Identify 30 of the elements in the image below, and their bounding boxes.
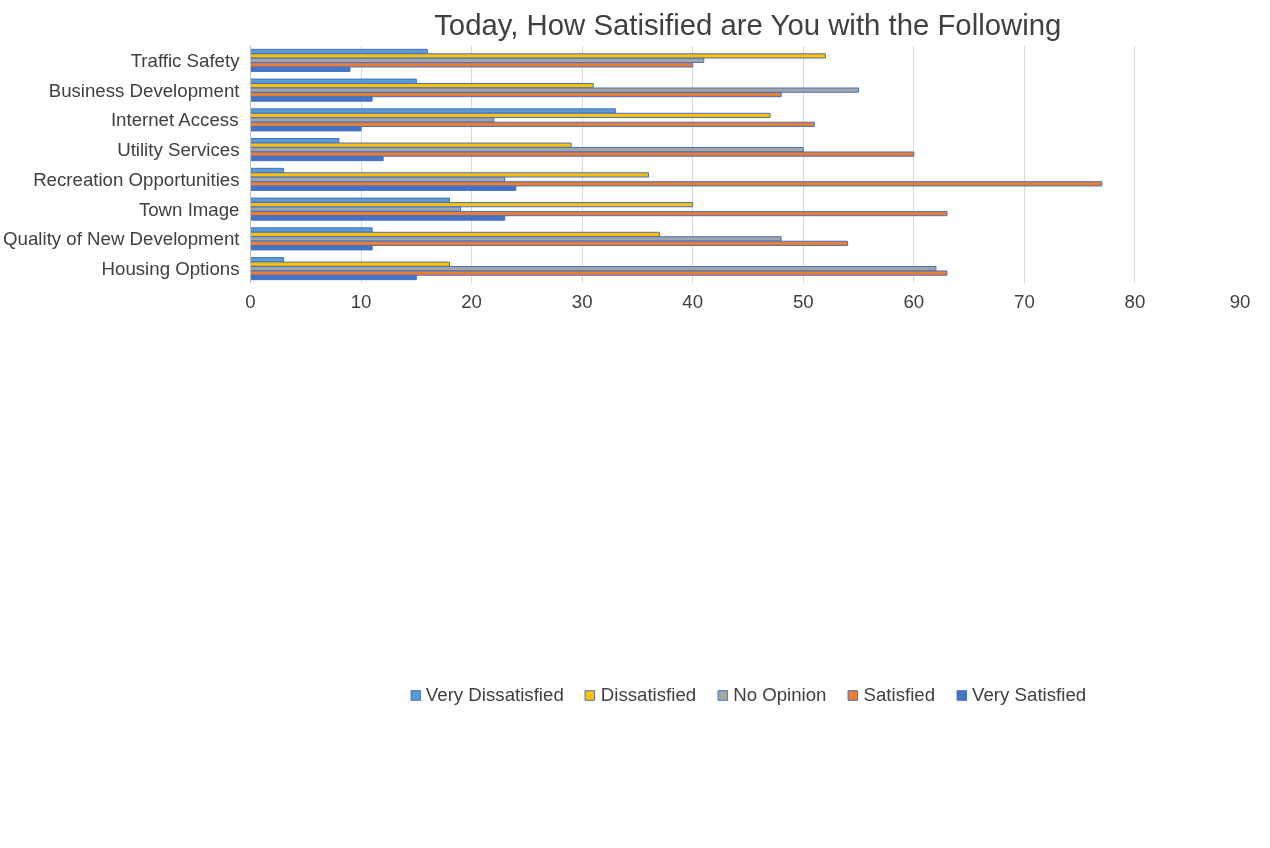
x-tick-label: 0 [245,290,256,312]
bar [250,172,649,178]
x-tick-label: 60 [903,290,925,312]
y-tick-label: Traffic Safety [130,49,241,71]
bar [250,181,1103,187]
y-tick-label: Town Image [138,198,240,220]
x-tick-label: 80 [1124,290,1146,312]
legend-label: Satisfied [863,683,936,706]
legend-label: Dissatisfied [600,683,697,706]
y-tick-label: Utility Services [117,139,240,161]
x-tick-label: 50 [792,290,814,312]
x-tick-label: 10 [350,290,372,312]
legend-label: No Opinion [733,683,827,706]
bar [250,151,915,157]
chart-title: Today, How Satisified are You with the Following [434,7,1062,41]
x-tick-label: 40 [682,290,704,312]
bar [250,270,948,276]
x-tick-label: 30 [571,290,593,312]
x-tick-label: 20 [461,290,482,312]
x-tick-label: 70 [1014,290,1035,312]
y-tick-label: Recreation Opportunities [33,168,240,190]
x-tick-label: 90 [1229,290,1251,312]
bar [250,87,860,93]
y-tick-label: Internet Access [110,109,239,131]
y-tick-label: Business Development [48,79,241,101]
legend-label: Very Dissatisfied [425,683,564,706]
bar [250,53,826,59]
legend-label: Very Satisfied [972,683,1087,706]
y-tick-label: Quality of New Development [3,228,241,250]
y-tick-label: Housing Options [101,258,240,280]
